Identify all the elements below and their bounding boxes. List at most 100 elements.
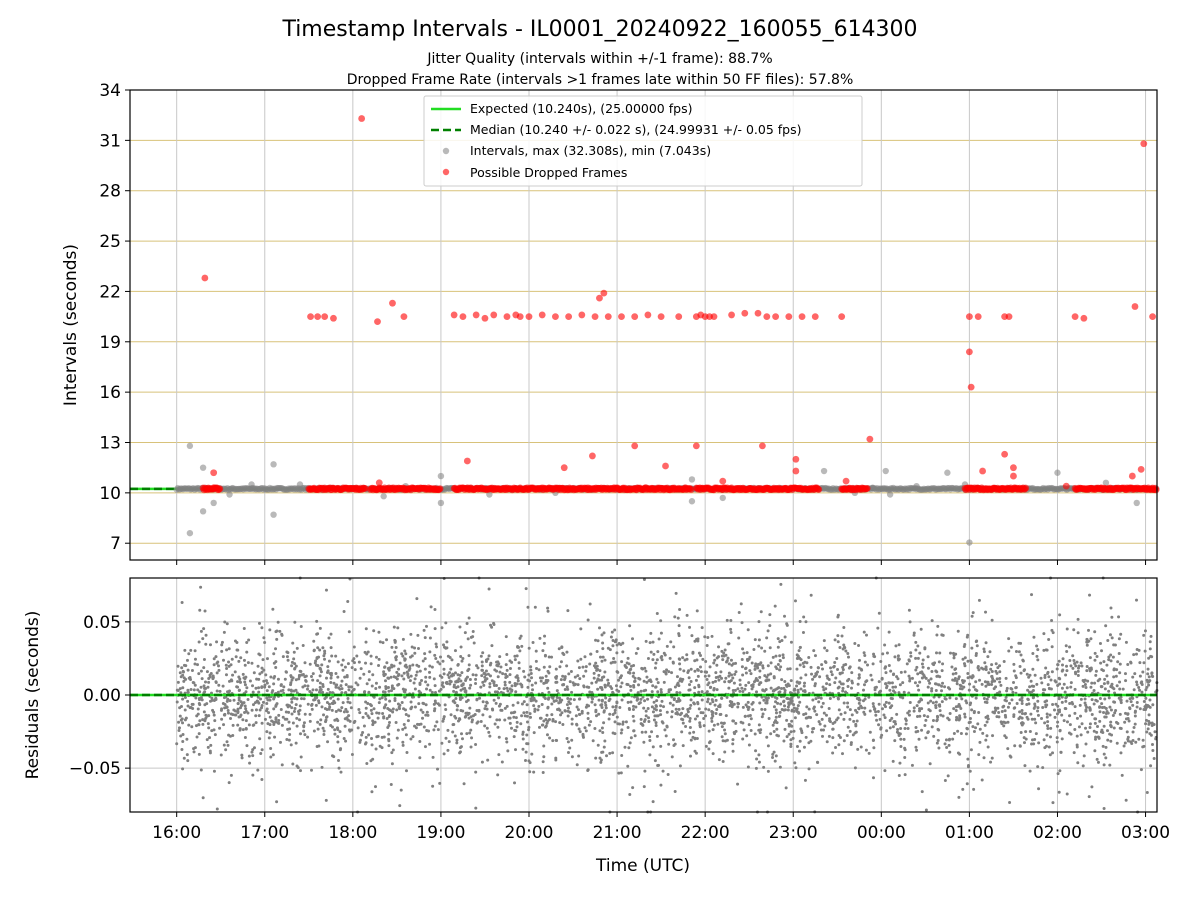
residual-point xyxy=(1064,673,1067,676)
residual-point xyxy=(1035,732,1038,735)
residual-point xyxy=(322,733,325,736)
residual-point xyxy=(238,689,241,692)
residual-point xyxy=(409,679,412,682)
residual-point xyxy=(422,660,425,663)
residual-point xyxy=(344,666,347,669)
residual-point xyxy=(732,750,735,753)
residual-point xyxy=(1098,720,1101,723)
residual-point xyxy=(914,648,917,651)
dropped-frame-point xyxy=(565,313,572,320)
residual-point xyxy=(1089,656,1092,659)
residual-point xyxy=(556,708,559,711)
residual-point xyxy=(310,769,313,772)
residual-point xyxy=(649,632,652,635)
residual-point xyxy=(570,691,573,694)
residual-point xyxy=(281,763,284,766)
residual-point xyxy=(904,748,907,751)
residual-point xyxy=(644,731,647,734)
dropped-frame-point xyxy=(216,485,223,492)
residual-point xyxy=(1103,698,1106,701)
residual-point xyxy=(423,629,426,632)
residual-point xyxy=(704,714,707,717)
residual-point xyxy=(956,682,959,685)
residual-point xyxy=(998,677,1001,680)
residual-point xyxy=(834,677,837,680)
residual-point xyxy=(413,725,416,728)
residual-point xyxy=(652,710,655,713)
residual-point xyxy=(370,662,373,665)
dropped-frame-point xyxy=(645,312,652,319)
residual-point xyxy=(1020,654,1023,657)
residual-point xyxy=(339,730,342,733)
residual-point xyxy=(418,756,421,759)
residual-point xyxy=(243,711,246,714)
residual-point xyxy=(434,657,437,660)
residual-point xyxy=(378,701,381,704)
residual-point xyxy=(783,615,786,618)
residual-point xyxy=(483,707,486,710)
residual-point xyxy=(522,670,525,673)
residual-point xyxy=(347,714,350,717)
residual-point xyxy=(974,680,977,683)
residual-point xyxy=(957,630,960,633)
residual-point xyxy=(470,746,473,749)
residual-point xyxy=(1089,686,1092,689)
residual-point xyxy=(1097,736,1100,739)
residual-point xyxy=(1002,724,1005,727)
residual-point xyxy=(645,714,648,717)
residual-point xyxy=(263,641,266,644)
residual-point xyxy=(363,725,366,728)
residual-point xyxy=(238,699,241,702)
residual-point xyxy=(604,701,607,704)
residual-point xyxy=(696,609,699,612)
residual-point xyxy=(496,773,499,776)
residual-point xyxy=(532,641,535,644)
residual-point xyxy=(707,747,710,750)
residual-point xyxy=(526,715,529,718)
residual-point xyxy=(850,671,853,674)
residual-point xyxy=(703,724,706,727)
residual-point xyxy=(423,652,426,655)
residual-point xyxy=(498,736,501,739)
dropped-frame-point xyxy=(1149,313,1156,320)
interval-point xyxy=(200,508,206,514)
legend-dropped-swatch xyxy=(443,169,449,175)
residual-point xyxy=(243,627,246,630)
residual-point xyxy=(1023,764,1026,767)
residual-point xyxy=(755,767,758,770)
residual-point xyxy=(584,670,587,673)
residual-point xyxy=(598,626,601,629)
residual-point xyxy=(632,664,635,667)
residual-point xyxy=(231,734,234,737)
residual-point xyxy=(1041,766,1044,769)
residual-point xyxy=(885,701,888,704)
residual-point xyxy=(198,719,201,722)
residual-point xyxy=(1103,753,1106,756)
residual-point xyxy=(208,736,211,739)
residual-point xyxy=(1064,696,1067,699)
intervals-y-tick-label: 7 xyxy=(110,534,121,554)
residual-point xyxy=(659,619,662,622)
residual-point xyxy=(727,687,730,690)
residual-point xyxy=(1046,720,1049,723)
residual-point xyxy=(630,736,633,739)
residual-point xyxy=(587,717,590,720)
residual-point xyxy=(387,739,390,742)
residual-point xyxy=(794,766,797,769)
residual-point xyxy=(611,705,614,708)
residual-point xyxy=(908,677,911,680)
residual-point xyxy=(777,646,780,649)
residual-point xyxy=(436,768,439,771)
residual-point xyxy=(275,629,278,632)
residual-point xyxy=(627,726,630,729)
residual-point xyxy=(782,700,785,703)
residual-point xyxy=(734,722,737,725)
residual-point xyxy=(431,666,434,669)
residual-point xyxy=(626,661,629,664)
residual-point xyxy=(1103,725,1106,728)
residual-point xyxy=(1093,749,1096,752)
residual-point xyxy=(1096,725,1099,728)
residual-point xyxy=(535,667,538,670)
residual-point xyxy=(1126,730,1129,733)
residual-point xyxy=(197,713,200,716)
